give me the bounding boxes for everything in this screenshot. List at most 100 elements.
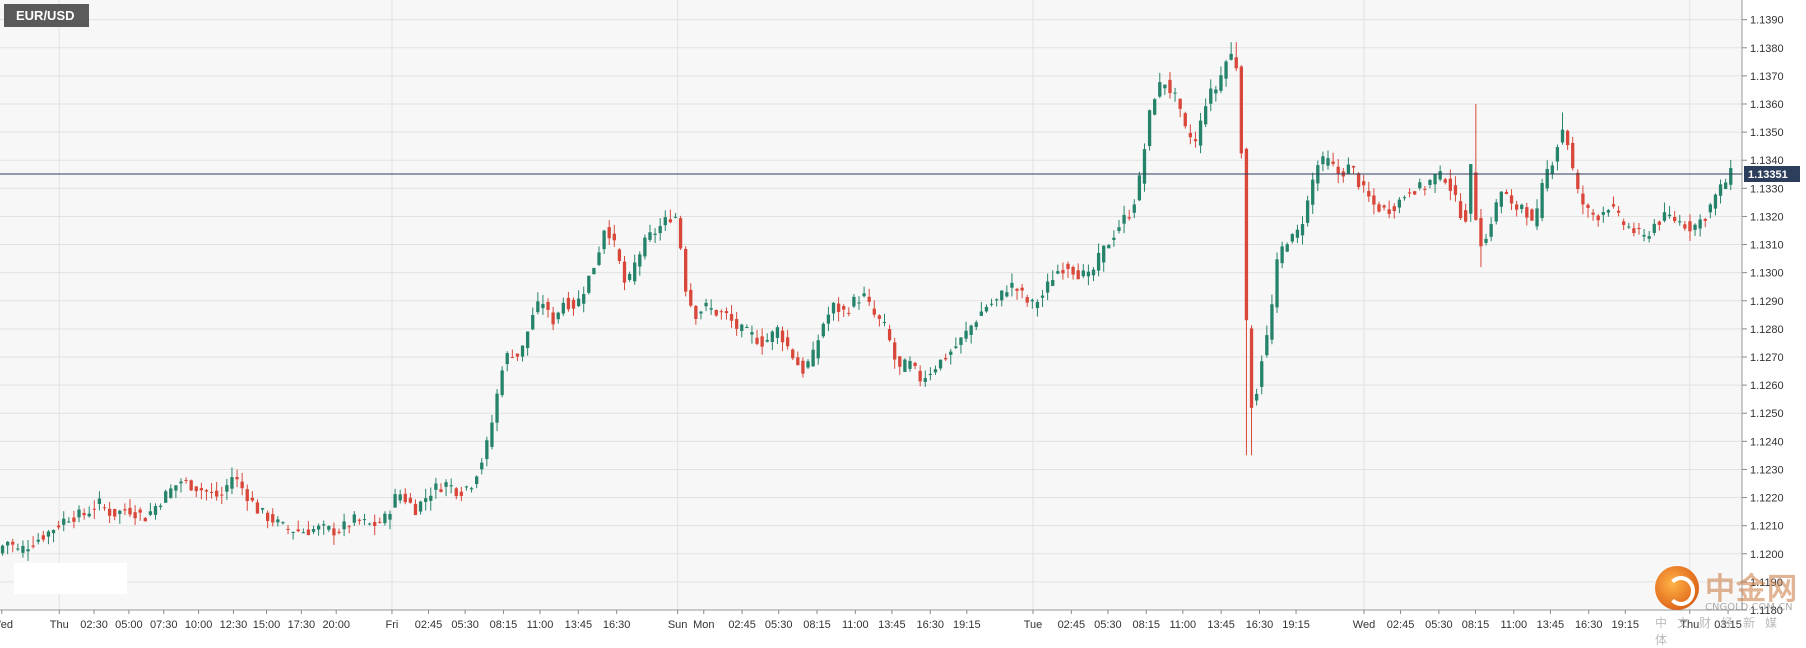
candle-body	[1443, 179, 1447, 183]
candle-body	[1453, 185, 1458, 195]
candle-body	[1688, 221, 1692, 232]
candle-body	[663, 217, 667, 226]
candle-body	[719, 311, 724, 313]
candle-body	[16, 548, 20, 550]
candle-body	[745, 327, 749, 329]
candle-body	[709, 308, 713, 310]
candle-body	[255, 502, 260, 514]
x-tick-label: 05:30	[1094, 619, 1122, 631]
candle-body	[1362, 181, 1366, 186]
y-tick-label: 1.1310	[1750, 240, 1784, 252]
candle-body	[164, 491, 168, 503]
y-tick-label: 1.1180	[1750, 605, 1783, 617]
candle-body	[1494, 202, 1498, 222]
candle-body	[806, 361, 810, 368]
x-tick-label: Tue	[1024, 619, 1043, 631]
candle-body	[1713, 194, 1718, 209]
candle-body	[531, 315, 535, 330]
candle-body	[367, 523, 372, 525]
x-tick-label: 17:30	[288, 619, 316, 631]
candle-body	[490, 422, 494, 447]
candle-body	[1260, 361, 1264, 387]
candle-body	[607, 227, 611, 239]
candle-body	[1158, 82, 1162, 97]
candle-body	[153, 506, 158, 515]
candle-body	[1326, 158, 1330, 166]
candle-body	[1377, 204, 1381, 212]
candle-body	[169, 488, 173, 498]
y-tick-label: 1.1390	[1750, 15, 1784, 27]
candle-body	[337, 531, 341, 533]
candle-body	[1616, 210, 1621, 213]
candle-body	[123, 509, 127, 511]
candle-body	[1249, 328, 1254, 408]
x-tick-label: Mon	[693, 619, 714, 631]
candle-body	[1387, 209, 1391, 214]
candle-body	[1463, 210, 1468, 222]
candle-body	[1244, 148, 1249, 321]
candle-body	[1647, 236, 1651, 239]
candle-body	[357, 519, 362, 521]
candle-body	[959, 337, 963, 345]
candle-body	[1311, 179, 1315, 205]
candle-body	[1224, 61, 1228, 79]
y-tick-label: 1.1330	[1750, 183, 1784, 195]
candle-body	[1290, 234, 1294, 242]
y-tick-label: 1.1340	[1750, 155, 1784, 167]
candle-body	[862, 293, 866, 297]
candle-body	[113, 508, 117, 517]
x-tick-label: 02:45	[728, 619, 756, 631]
x-tick-label: 19:15	[1282, 619, 1310, 631]
y-tick-label: 1.1380	[1750, 43, 1784, 55]
candle-body	[388, 513, 392, 520]
candle-body	[133, 512, 137, 519]
candle-body	[1571, 142, 1575, 169]
x-tick-label: 02:45	[1387, 619, 1415, 631]
candle-body	[72, 517, 76, 522]
y-tick-label: 1.1370	[1750, 71, 1784, 83]
candle-body	[1428, 180, 1432, 185]
candle-body	[1331, 161, 1335, 164]
candle-body	[209, 491, 214, 493]
candle-body	[1678, 221, 1682, 223]
x-tick-label: 10:00	[185, 619, 213, 631]
candle-body	[301, 532, 305, 534]
candle-body	[1530, 209, 1534, 221]
candle-body	[1295, 229, 1300, 238]
candle-body	[740, 324, 744, 332]
candle-body	[536, 301, 540, 313]
candle-body	[1102, 245, 1106, 263]
candle-body	[1606, 210, 1611, 213]
candle-body	[984, 306, 989, 312]
x-tick-label: 11:00	[842, 619, 869, 631]
candle-body	[954, 346, 958, 348]
x-tick-label: 11:00	[1500, 619, 1527, 631]
candle-body	[383, 513, 387, 524]
candle-body	[979, 311, 984, 316]
candle-body	[1122, 214, 1126, 224]
candle-body	[1367, 190, 1371, 197]
candle-body	[148, 511, 153, 515]
candle-body	[938, 359, 943, 369]
candle-body	[602, 230, 606, 250]
candle-body	[444, 482, 448, 487]
candle-body	[638, 254, 642, 267]
candle-body	[189, 480, 193, 491]
candle-body	[1545, 168, 1549, 189]
candle-body	[780, 330, 785, 343]
candle-body	[1469, 164, 1473, 214]
candle-body	[495, 393, 499, 423]
candle-body	[510, 357, 514, 359]
candle-body	[658, 226, 662, 234]
candle-body	[1219, 75, 1223, 91]
candle-body	[673, 216, 678, 218]
candle-body	[1147, 110, 1152, 146]
candle-body	[245, 489, 249, 502]
candle-body	[1076, 270, 1080, 280]
x-tick-label: 07:30	[150, 619, 178, 631]
candle-body	[801, 360, 805, 374]
candle-body	[1683, 224, 1687, 229]
candle-body	[1423, 188, 1427, 190]
candle-body	[923, 378, 927, 382]
y-tick-label: 1.1300	[1750, 268, 1784, 280]
